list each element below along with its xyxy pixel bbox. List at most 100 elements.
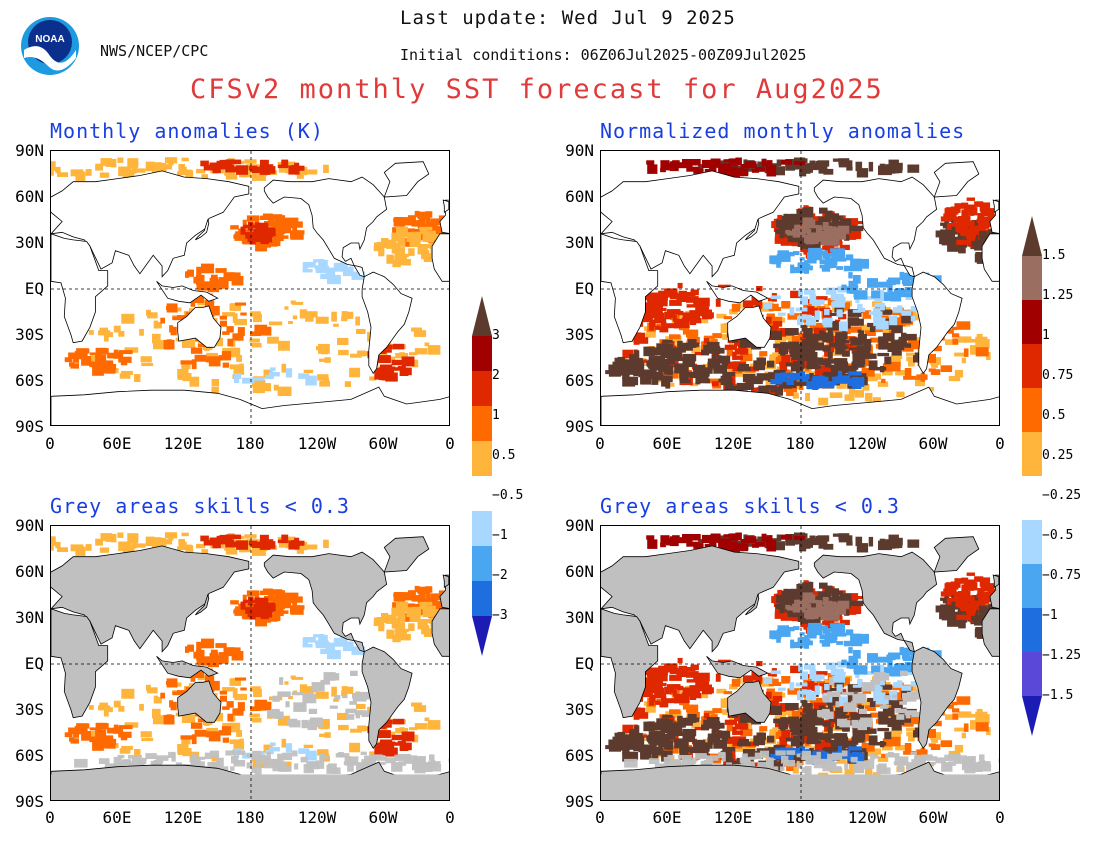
anomaly-cell: [285, 368, 293, 378]
anomaly-cell: [923, 353, 936, 363]
anomaly-cell: [913, 355, 921, 363]
anomaly-cell: [608, 747, 621, 752]
anomaly-cell: [809, 294, 817, 305]
anomaly-cell: [183, 362, 189, 368]
anomaly-cell: [803, 677, 809, 687]
anomaly-cell: [204, 675, 215, 682]
anomaly-cell: [677, 657, 683, 664]
anomaly-cell: [239, 609, 245, 614]
anomaly-cell: [124, 347, 139, 353]
anomaly-cell: [804, 210, 813, 218]
anomaly-cell: [835, 332, 848, 340]
anomaly-cell: [55, 541, 61, 549]
anomaly-cell: [896, 663, 904, 667]
anomaly-cell: [950, 581, 959, 590]
anomaly-cell: [423, 629, 433, 637]
anomaly-cell: [190, 299, 196, 307]
anomaly-cell: [924, 756, 938, 761]
anomaly-cell: [721, 360, 728, 366]
anomaly-cell: [703, 338, 710, 344]
anomaly-cell: [876, 281, 888, 288]
anomaly-cell: [798, 663, 803, 672]
anomaly-cell: [276, 219, 286, 227]
anomaly-cell: [923, 728, 936, 738]
anomaly-cell: [105, 538, 116, 542]
anomaly-cell: [831, 752, 843, 761]
anomaly-cell: [413, 758, 426, 765]
anomaly-cell: [207, 282, 219, 293]
anomaly-cell: [659, 701, 669, 708]
anomaly-cell: [417, 219, 425, 229]
anomaly-cell: [686, 304, 696, 308]
anomaly-cell: [804, 328, 813, 338]
anomaly-cell: [844, 394, 855, 401]
anomaly-cell: [774, 713, 784, 723]
anomaly-cell: [781, 712, 787, 720]
anomaly-cell: [429, 234, 441, 241]
lon-label: 120W: [297, 434, 337, 453]
anomaly-cell: [868, 360, 878, 371]
anomaly-cell: [940, 365, 953, 372]
anomaly-cell: [732, 371, 745, 377]
anomaly-cell: [857, 307, 866, 312]
anomaly-cell: [755, 167, 766, 172]
anomaly-cell: [960, 603, 971, 612]
colorbar-label: −0.5: [1042, 528, 1074, 543]
anomaly-cell: [270, 367, 276, 372]
anomaly-cell: [357, 725, 367, 732]
anomaly-cell: [291, 750, 298, 757]
anomaly-cell: [707, 719, 713, 729]
anomaly-cell: [797, 638, 811, 645]
anomaly-cell: [181, 532, 189, 537]
anomaly-cell: [374, 617, 384, 626]
anomaly-cell: [975, 347, 989, 357]
anomaly-cell: [789, 682, 795, 691]
anomaly-cell: [921, 754, 933, 758]
anomaly-cell: [709, 541, 717, 551]
anomaly-cell: [251, 755, 259, 760]
anomaly-cell: [841, 750, 848, 757]
lon-label: 60W: [368, 434, 398, 453]
anomaly-cell: [105, 163, 116, 167]
anomaly-cell: [252, 377, 265, 381]
anomaly-cell: [843, 340, 850, 344]
anomaly-cell: [660, 321, 667, 328]
anomaly-cell: [965, 762, 973, 772]
anomaly-cell: [741, 368, 756, 377]
anomaly-cell: [809, 535, 816, 542]
anomaly-cell: [686, 704, 699, 713]
anomaly-cell: [900, 670, 908, 676]
anomaly-cell: [775, 733, 782, 739]
anomaly-cell: [235, 677, 247, 681]
anomaly-cell: [950, 206, 959, 215]
anomaly-cell: [398, 592, 413, 601]
anomaly-cell: [774, 373, 784, 382]
anomaly-cell: [658, 742, 663, 752]
anomaly-cell: [732, 168, 744, 177]
anomaly-cell: [838, 375, 850, 383]
anomaly-cell: [686, 296, 699, 303]
anomaly-cell: [940, 216, 952, 222]
anomaly-cell: [241, 612, 248, 619]
anomaly-cell: [761, 158, 767, 167]
anomaly-cell: [817, 340, 825, 345]
anomaly-cell: [980, 585, 994, 592]
anomaly-cell: [948, 750, 961, 757]
anomaly-cell: [837, 600, 850, 609]
anomaly-cell: [806, 265, 813, 271]
anomaly-cell: [843, 369, 857, 373]
anomaly-cell: [374, 756, 388, 761]
anomaly-cell: [726, 348, 734, 357]
anomaly-cell: [976, 333, 983, 339]
anomaly-cell: [796, 352, 809, 359]
anomaly-cell: [251, 342, 262, 348]
anomaly-cell: [942, 608, 950, 616]
anomaly-cell: [99, 172, 110, 178]
anomaly-cell: [765, 379, 771, 389]
lon-label: 180: [235, 808, 265, 827]
anomaly-cell: [257, 224, 266, 234]
lon-label: 120E: [713, 808, 753, 827]
anomaly-cell: [853, 290, 868, 300]
anomaly-cell: [954, 727, 966, 732]
anomaly-cell: [841, 692, 854, 696]
